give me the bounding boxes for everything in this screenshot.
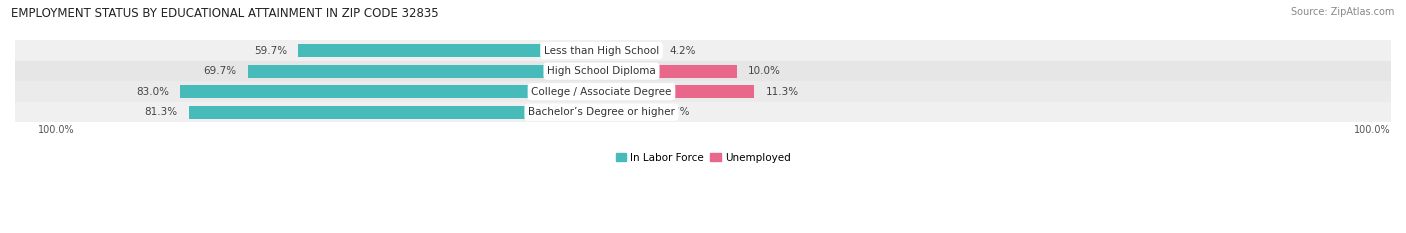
Text: College / Associate Degree: College / Associate Degree bbox=[531, 87, 672, 97]
Text: 11.3%: 11.3% bbox=[766, 87, 799, 97]
Bar bbox=[602, 106, 651, 119]
Text: 4.2%: 4.2% bbox=[669, 46, 696, 56]
Legend: In Labor Force, Unemployed: In Labor Force, Unemployed bbox=[612, 148, 794, 167]
Bar bbox=[15, 61, 1391, 81]
Text: Less than High School: Less than High School bbox=[544, 46, 659, 56]
Text: High School Diploma: High School Diploma bbox=[547, 66, 655, 76]
Text: 83.0%: 83.0% bbox=[136, 87, 169, 97]
Text: 3.7%: 3.7% bbox=[662, 107, 689, 117]
Text: 100.0%: 100.0% bbox=[38, 125, 75, 135]
Bar bbox=[602, 85, 755, 98]
Bar bbox=[15, 81, 1391, 102]
Bar bbox=[188, 106, 602, 119]
Bar bbox=[15, 40, 1391, 61]
Text: EMPLOYMENT STATUS BY EDUCATIONAL ATTAINMENT IN ZIP CODE 32835: EMPLOYMENT STATUS BY EDUCATIONAL ATTAINM… bbox=[11, 7, 439, 20]
Text: 59.7%: 59.7% bbox=[254, 46, 287, 56]
Bar bbox=[15, 102, 1391, 123]
Text: Bachelor’s Degree or higher: Bachelor’s Degree or higher bbox=[529, 107, 675, 117]
Text: 10.0%: 10.0% bbox=[748, 66, 780, 76]
Bar bbox=[602, 44, 658, 57]
Bar bbox=[602, 65, 737, 78]
Text: 81.3%: 81.3% bbox=[145, 107, 177, 117]
Text: 69.7%: 69.7% bbox=[204, 66, 236, 76]
Bar bbox=[298, 44, 602, 57]
Text: 100.0%: 100.0% bbox=[1354, 125, 1391, 135]
Text: Source: ZipAtlas.com: Source: ZipAtlas.com bbox=[1291, 7, 1395, 17]
Bar bbox=[247, 65, 602, 78]
Bar bbox=[180, 85, 602, 98]
